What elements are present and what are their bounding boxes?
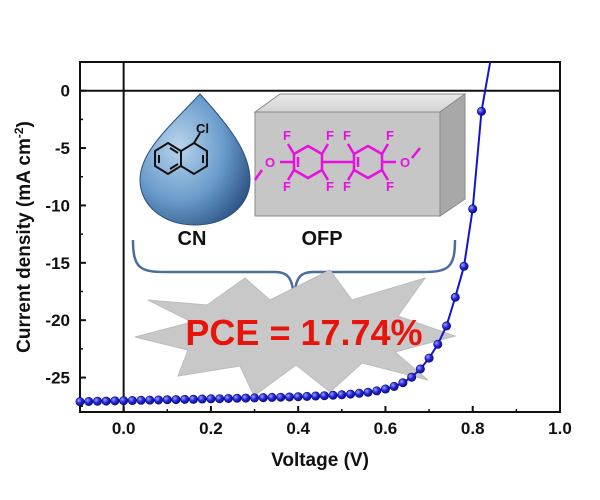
data-point [363, 387, 373, 397]
data-point [346, 389, 356, 399]
x-axis-ticks: 0.0 0.2 0.4 0.6 0.8 1.0 [112, 406, 572, 438]
y-tick-label: -25 [45, 369, 70, 388]
data-point [459, 261, 469, 271]
data-point [188, 394, 198, 404]
svg-text:F: F [343, 179, 351, 194]
data-point [162, 395, 172, 405]
pce-starburst [134, 269, 457, 397]
ofp-box-illustration: F F F F F F F F O O [253, 93, 467, 217]
y-tick-label: 0 [61, 82, 70, 101]
y-tick-label: -10 [45, 196, 70, 215]
data-point [267, 392, 277, 402]
data-point [206, 394, 216, 404]
plot-frame [79, 61, 561, 413]
data-point [110, 396, 120, 406]
data-point [119, 396, 129, 406]
data-point [293, 392, 303, 402]
data-point [424, 353, 434, 363]
y-tick-label: -20 [45, 311, 70, 330]
svg-text:Cl: Cl [196, 121, 209, 136]
data-point [398, 378, 408, 388]
data-point [354, 388, 364, 398]
data-point [250, 393, 260, 403]
data-point [380, 384, 390, 394]
data-point [232, 393, 242, 403]
data-point [75, 397, 85, 407]
data-point [84, 396, 94, 406]
y-axis-ticks: 0 -5 -10 -15 -20 -25 [45, 61, 86, 408]
x-tick-label: 1.0 [548, 419, 572, 438]
data-point [407, 372, 417, 382]
data-point [136, 395, 146, 405]
x-tick-label: 0.2 [199, 419, 223, 438]
y-tick-label: -5 [55, 139, 70, 158]
x-tick-label: 0.4 [286, 419, 310, 438]
svg-text:F: F [343, 128, 351, 143]
data-point [319, 391, 329, 401]
x-tick-label: 0.8 [461, 419, 485, 438]
data-point [442, 321, 452, 331]
data-point [284, 392, 294, 402]
data-point [276, 392, 286, 402]
data-point [127, 396, 137, 406]
data-point [180, 394, 190, 404]
y-tick-label: -15 [45, 254, 70, 273]
svg-text:O: O [400, 155, 410, 170]
ofp-label: OFP [301, 228, 342, 250]
svg-text:F: F [386, 179, 394, 194]
cn-droplet-illustration: Cl [139, 93, 251, 226]
svg-text:O: O [265, 155, 275, 170]
data-point [337, 390, 347, 400]
series-jv [75, 61, 492, 407]
x-axis-title: Voltage (V) [271, 450, 369, 471]
svg-text:F: F [326, 179, 334, 194]
data-point [415, 364, 425, 374]
data-point [197, 394, 207, 404]
svg-text:F: F [326, 128, 334, 143]
data-point [258, 393, 268, 403]
data-point [433, 339, 443, 349]
y-axis-title: Current density (mA cm-2) [12, 121, 35, 353]
data-point [328, 390, 338, 400]
data-point [389, 381, 399, 391]
data-point [468, 204, 478, 214]
pce-value: PCE = 17.74% [185, 312, 422, 353]
data-point [154, 395, 164, 405]
data-point [476, 106, 486, 116]
x-tick-label: 0.6 [374, 419, 398, 438]
data-point [450, 292, 460, 302]
data-point [311, 391, 321, 401]
data-point [241, 393, 251, 403]
x-tick-label: 0.0 [112, 419, 136, 438]
data-point [302, 391, 312, 401]
data-point [145, 395, 155, 405]
data-point [171, 395, 181, 405]
data-point [223, 393, 233, 403]
svg-text:F: F [283, 179, 291, 194]
data-point [215, 394, 225, 404]
data-point [92, 396, 102, 406]
data-point [372, 386, 382, 396]
svg-text:F: F [386, 128, 394, 143]
cn-label: CN [178, 228, 207, 250]
data-point [101, 396, 111, 406]
svg-text:F: F [283, 128, 291, 143]
